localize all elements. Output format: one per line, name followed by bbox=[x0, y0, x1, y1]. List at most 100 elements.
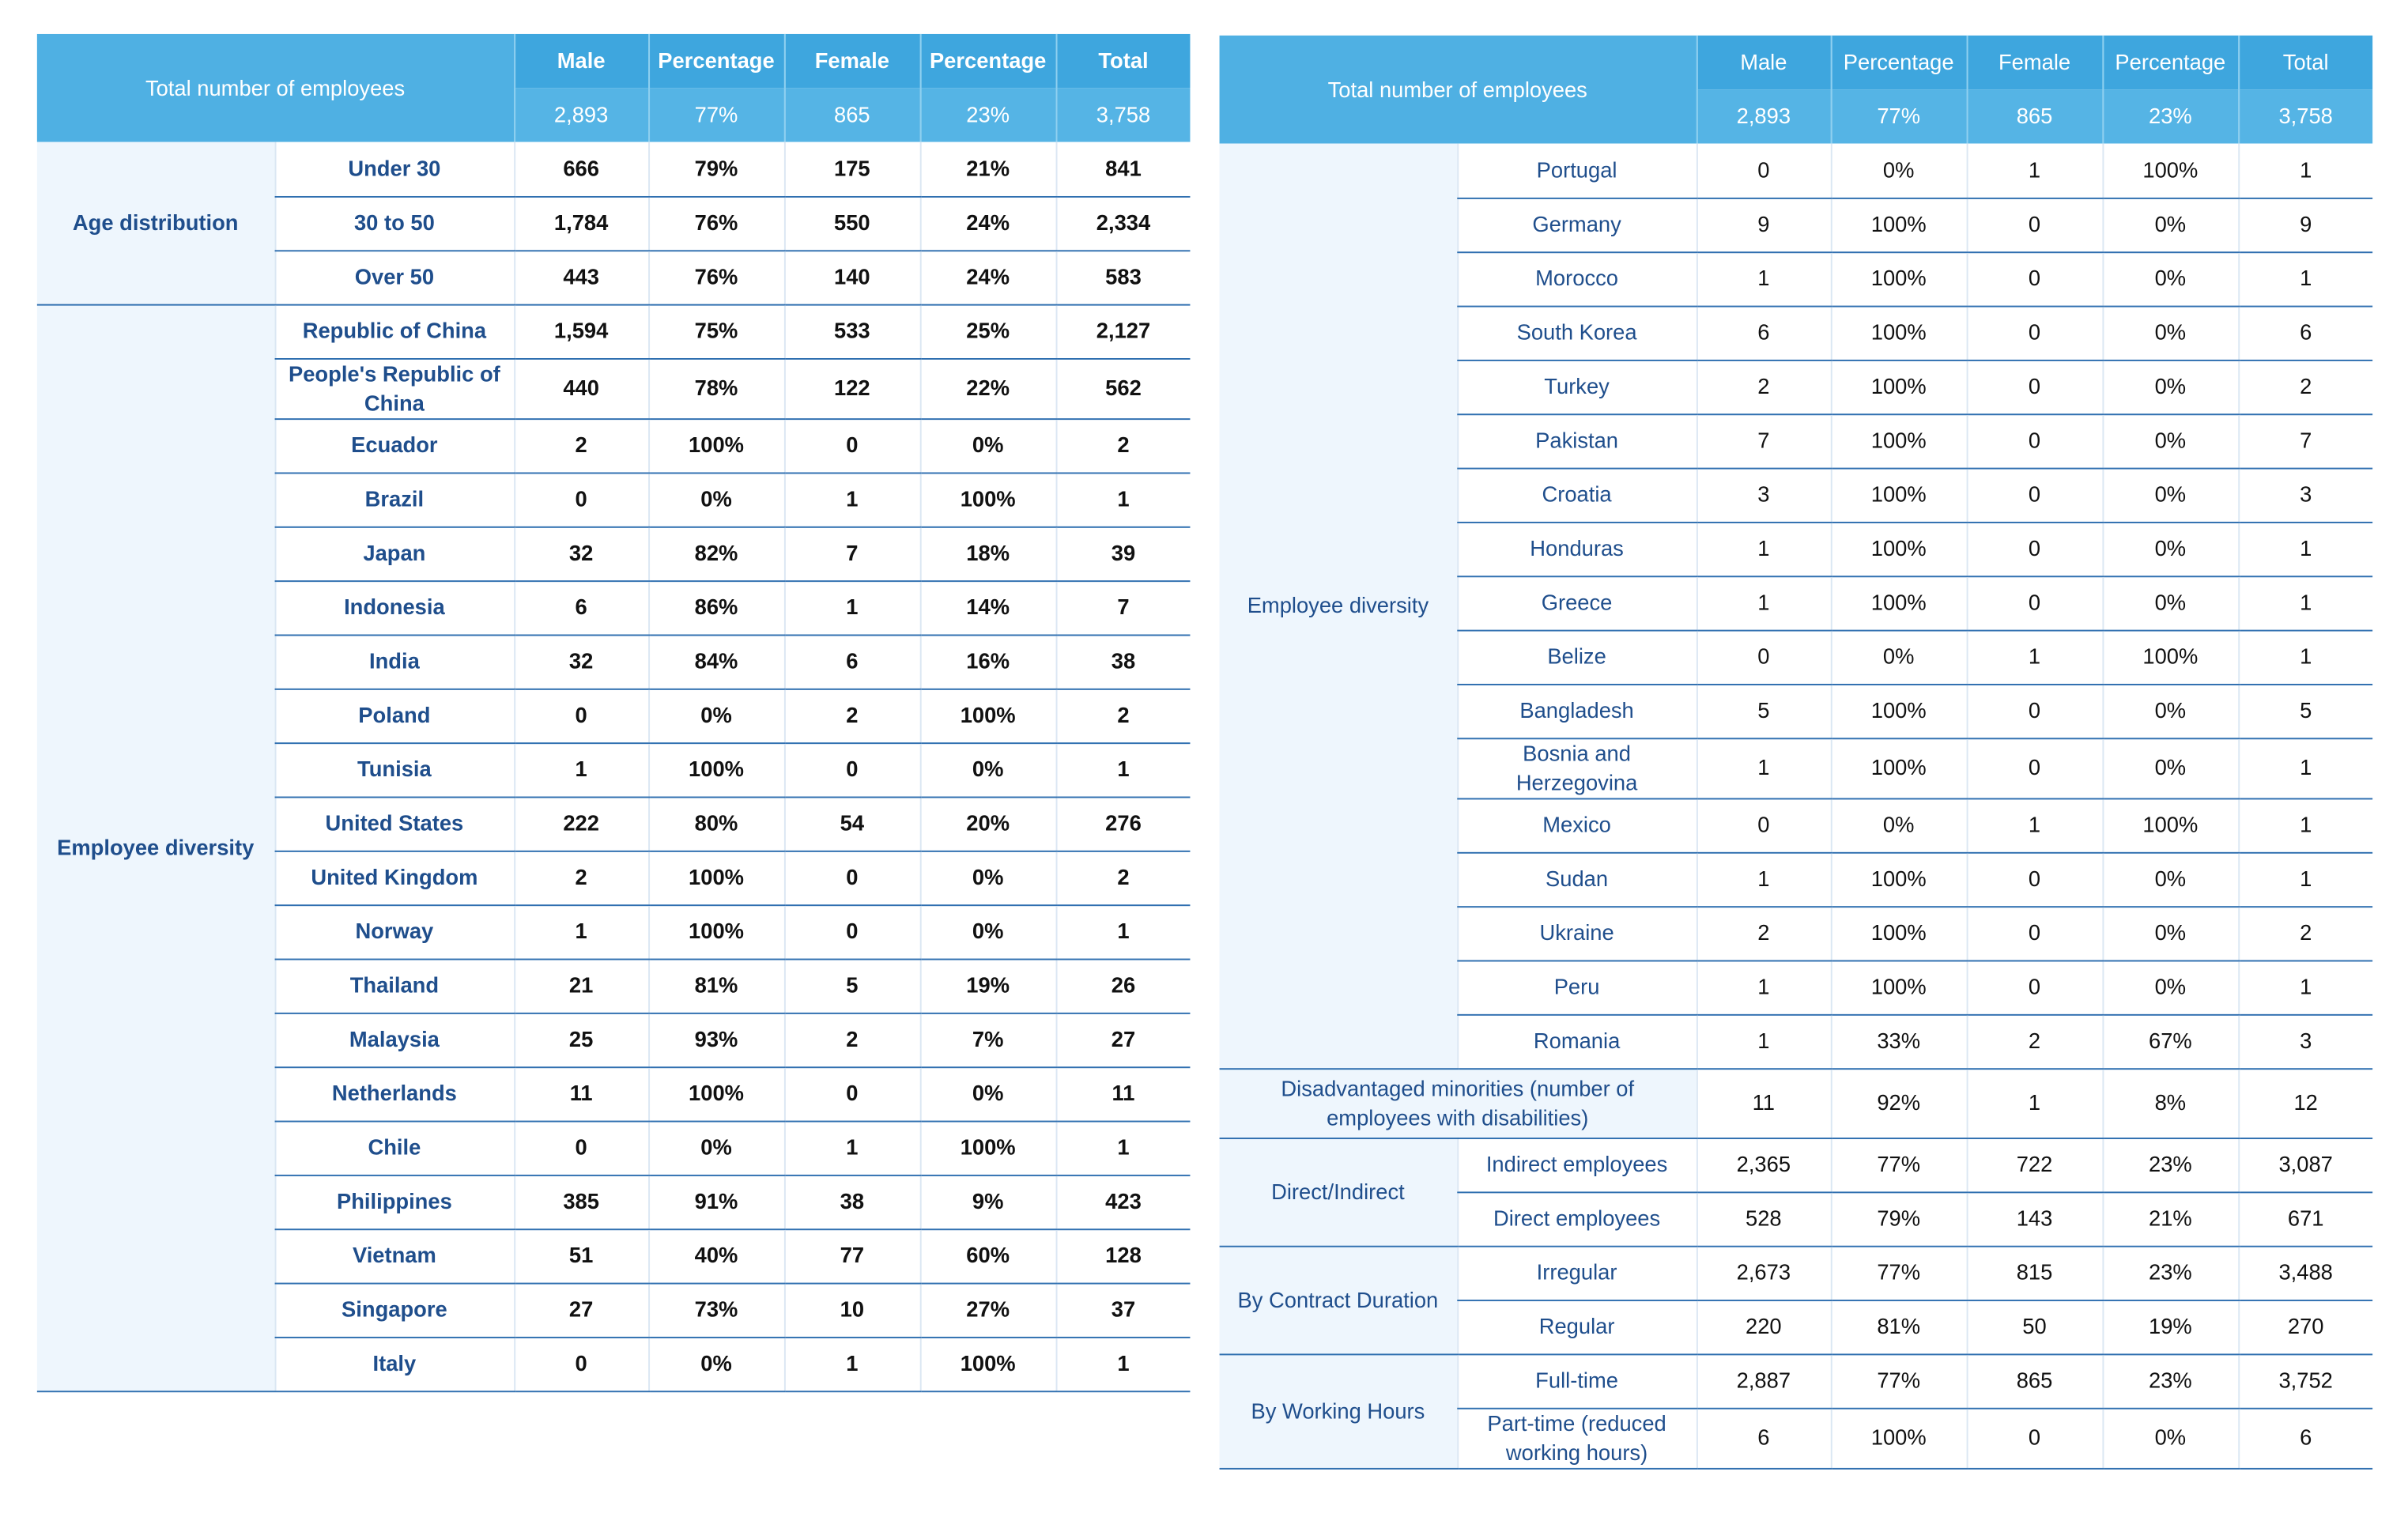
value-cell: 1 bbox=[2237, 521, 2373, 577]
value-cell: 100% bbox=[1829, 521, 1967, 577]
value-cell: 3,087 bbox=[2237, 1138, 2373, 1193]
row-label: Turkey bbox=[1456, 359, 1697, 415]
row-label: Over 50 bbox=[274, 250, 515, 305]
value-cell: 6 bbox=[1695, 305, 1831, 360]
table-body: Employee diversity Portugal 0 0% 1 100% 1 Germa… bbox=[1219, 143, 2373, 1469]
value-cell: 0% bbox=[2101, 851, 2239, 908]
value-cell: 40% bbox=[647, 1228, 784, 1284]
value-cell: 0% bbox=[647, 472, 784, 527]
value-cell: 2,887 bbox=[1695, 1353, 1831, 1409]
value-cell: 0% bbox=[2101, 197, 2239, 253]
value-cell: 100% bbox=[1829, 251, 1967, 307]
total-cell: 23% bbox=[919, 88, 1056, 142]
value-cell: 0 bbox=[513, 472, 649, 527]
data-row: Employee diversity Portugal 0 0% 1 100% 1 bbox=[1219, 143, 2373, 1070]
value-cell: 220 bbox=[1695, 1300, 1831, 1355]
value-cell: 0 bbox=[1695, 629, 1831, 685]
value-cell: 100% bbox=[1829, 738, 1967, 799]
row-label: Romania bbox=[1456, 1013, 1697, 1070]
value-cell: 1 bbox=[1695, 575, 1831, 631]
value-cell: 1 bbox=[2237, 629, 2373, 685]
value-cell: 385 bbox=[513, 1174, 649, 1230]
column-header: Female bbox=[783, 33, 920, 89]
row-label: Belize bbox=[1456, 629, 1697, 685]
value-cell: 11 bbox=[513, 1066, 649, 1122]
row-label: Regular bbox=[1456, 1300, 1697, 1355]
value-cell: 21% bbox=[2101, 1191, 2239, 1247]
value-cell: 1 bbox=[2237, 251, 2373, 307]
row-label: Bangladesh bbox=[1456, 684, 1697, 739]
value-cell: 51 bbox=[513, 1228, 649, 1284]
value-cell: 8% bbox=[2101, 1068, 2239, 1139]
value-cell: 1 bbox=[1695, 251, 1831, 307]
value-cell: 0% bbox=[2101, 1407, 2239, 1469]
value-cell: 24% bbox=[919, 195, 1056, 251]
total-cell: 23% bbox=[2101, 89, 2239, 144]
value-cell: 54 bbox=[783, 796, 920, 851]
value-cell: 24% bbox=[919, 250, 1056, 305]
value-cell: 3,752 bbox=[2237, 1353, 2373, 1409]
row-label: Poland bbox=[274, 688, 515, 744]
value-cell: 9 bbox=[1695, 197, 1831, 253]
row-label: Norway bbox=[274, 904, 515, 960]
data-row: Ukraine 2 100% 0 0% 2 bbox=[1220, 906, 2373, 961]
value-cell: 0 bbox=[783, 904, 920, 960]
value-cell: 37 bbox=[1055, 1282, 1191, 1338]
table-header: Total number of employees Male Percentage F… bbox=[36, 33, 1191, 142]
total-cell: 77% bbox=[1829, 89, 1967, 144]
data-row: People's Republic of China 440 78% 122 22% 56… bbox=[37, 358, 1191, 420]
header-totals-row: 2,893 77% 865 23% 3,758 bbox=[37, 88, 1191, 142]
value-cell: 22% bbox=[919, 358, 1056, 420]
value-cell: 0 bbox=[1695, 798, 1831, 853]
row-label: South Korea bbox=[1456, 305, 1697, 360]
total-cell: 2,893 bbox=[513, 88, 649, 142]
value-cell: 550 bbox=[783, 195, 920, 251]
value-cell: 19% bbox=[919, 958, 1056, 1013]
row-label: Portugal bbox=[1456, 143, 1697, 198]
value-cell: 79% bbox=[647, 142, 784, 197]
value-cell: 86% bbox=[647, 580, 784, 636]
value-cell: 1 bbox=[783, 580, 920, 636]
value-cell: 77% bbox=[1829, 1353, 1967, 1409]
header-totals-row: 2,893 77% 865 23% 3,758 bbox=[1220, 89, 2373, 144]
value-cell: 100% bbox=[1829, 684, 1967, 739]
data-row: Direct/Indirect Indirect employees 2,365 77… bbox=[1219, 1138, 2373, 1247]
total-cell: 3,758 bbox=[2237, 89, 2373, 144]
data-row: Sudan 1 100% 0 0% 1 bbox=[1220, 851, 2373, 908]
column-header: Percentage bbox=[647, 33, 784, 89]
value-cell: 7 bbox=[1695, 413, 1831, 469]
row-label: People's Republic of China bbox=[274, 358, 515, 420]
value-cell: 67% bbox=[2101, 1013, 2239, 1070]
value-cell: 2 bbox=[513, 418, 649, 474]
data-row: Peru 1 100% 0 0% 1 bbox=[1220, 960, 2373, 1015]
column-header: Percentage bbox=[919, 33, 1056, 89]
value-cell: 1 bbox=[1055, 1336, 1191, 1392]
value-cell: 0 bbox=[1965, 575, 2103, 631]
value-cell: 23% bbox=[2101, 1138, 2239, 1193]
row-label: Ukraine bbox=[1456, 906, 1697, 961]
table-header: Total number of employees Male Percentage F… bbox=[1219, 35, 2373, 144]
value-cell: 0% bbox=[919, 904, 1056, 960]
value-cell: 2,673 bbox=[1695, 1245, 1831, 1301]
row-label: Chile bbox=[274, 1120, 515, 1175]
data-row: Norway 1 100% 0 0% 1 bbox=[37, 904, 1191, 960]
value-cell: 533 bbox=[783, 304, 920, 359]
value-cell: 91% bbox=[647, 1174, 784, 1230]
value-cell: 2 bbox=[783, 1012, 920, 1068]
row-label: Philippines bbox=[274, 1174, 515, 1230]
total-cell: 77% bbox=[647, 88, 784, 142]
data-row: Philippines 385 91% 38 9% 423 bbox=[37, 1174, 1191, 1230]
value-cell: 0% bbox=[1829, 143, 1967, 198]
value-cell: 20% bbox=[919, 796, 1056, 851]
value-cell: 60% bbox=[919, 1228, 1056, 1284]
value-cell: 19% bbox=[2101, 1300, 2239, 1355]
value-cell: 50 bbox=[1965, 1300, 2103, 1355]
row-label: United States bbox=[274, 796, 515, 851]
value-cell: 671 bbox=[2237, 1191, 2373, 1247]
value-cell: 11 bbox=[1695, 1068, 1831, 1139]
value-cell: 10 bbox=[783, 1282, 920, 1338]
total-cell: 2,893 bbox=[1695, 89, 1831, 144]
value-cell: 100% bbox=[919, 472, 1056, 527]
value-cell: 0 bbox=[1695, 143, 1831, 198]
